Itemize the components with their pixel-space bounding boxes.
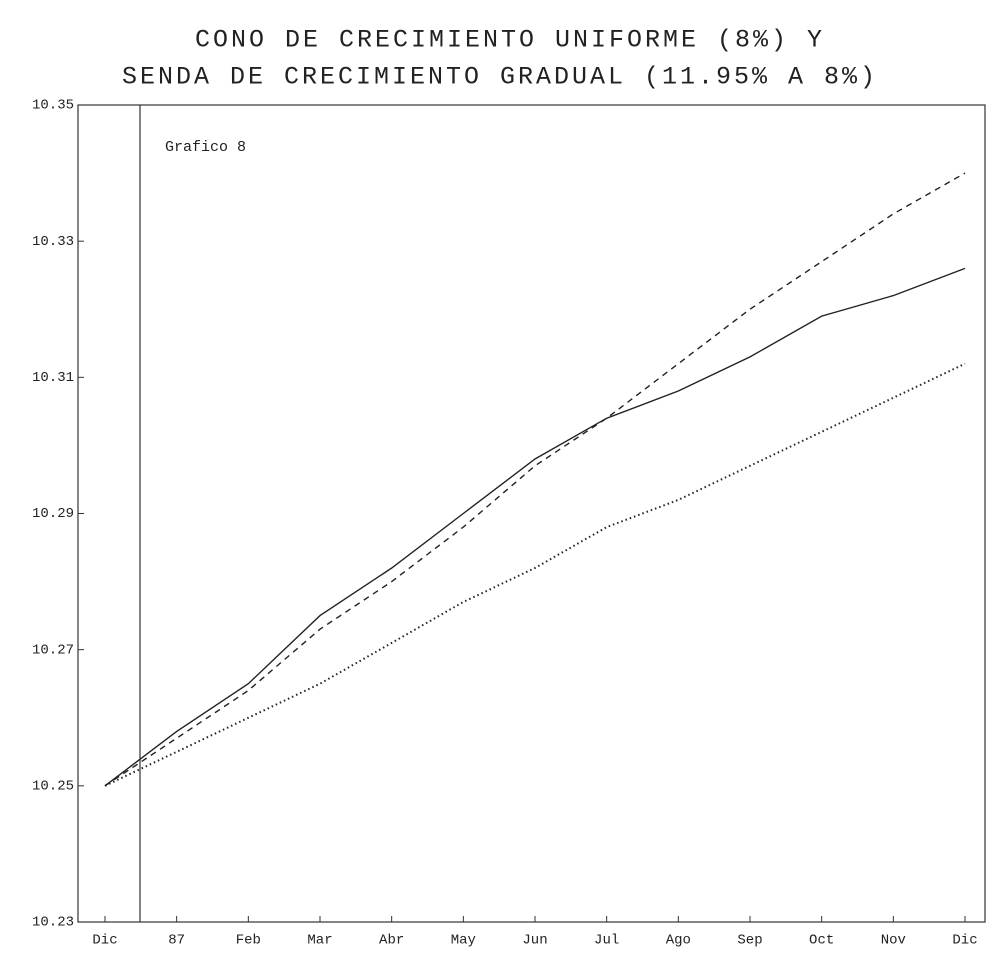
x-tick-label: May <box>451 933 476 949</box>
x-tick-label: Dic <box>952 933 977 949</box>
chart-subtitle: SENDA DE CRECIMIENTO GRADUAL (11.95% A 8… <box>122 63 878 92</box>
x-tick-label: Ago <box>666 933 691 949</box>
x-tick-label: Mar <box>307 933 332 949</box>
x-tick-label: Abr <box>379 933 404 949</box>
y-tick-label: 10.27 <box>32 642 74 658</box>
x-tick-label: Dic <box>92 933 117 949</box>
x-tick-label: Jul <box>594 933 619 949</box>
chart-title: CONO DE CRECIMIENTO UNIFORME (8%) Y <box>195 26 825 55</box>
y-tick-label: 10.35 <box>32 98 74 114</box>
plot-frame <box>77 104 986 923</box>
x-tick-label: Nov <box>881 933 906 949</box>
x-tick-label: Jun <box>522 933 547 949</box>
x-tick-label: Oct <box>809 933 834 949</box>
x-tick-label: Sep <box>737 933 762 949</box>
x-tick-label: 87 <box>168 933 185 949</box>
y-tick-label: 10.25 <box>32 779 74 795</box>
y-tick-label: 10.29 <box>32 506 74 522</box>
y-tick-label: 10.33 <box>32 234 74 250</box>
series-line <box>104 362 966 787</box>
series-line <box>104 267 966 787</box>
y-tick-label: 10.23 <box>32 915 74 931</box>
x-tick-label: Feb <box>236 933 261 949</box>
y-tick-label: 10.31 <box>32 370 74 386</box>
annotation: Grafico 8 <box>165 139 246 156</box>
